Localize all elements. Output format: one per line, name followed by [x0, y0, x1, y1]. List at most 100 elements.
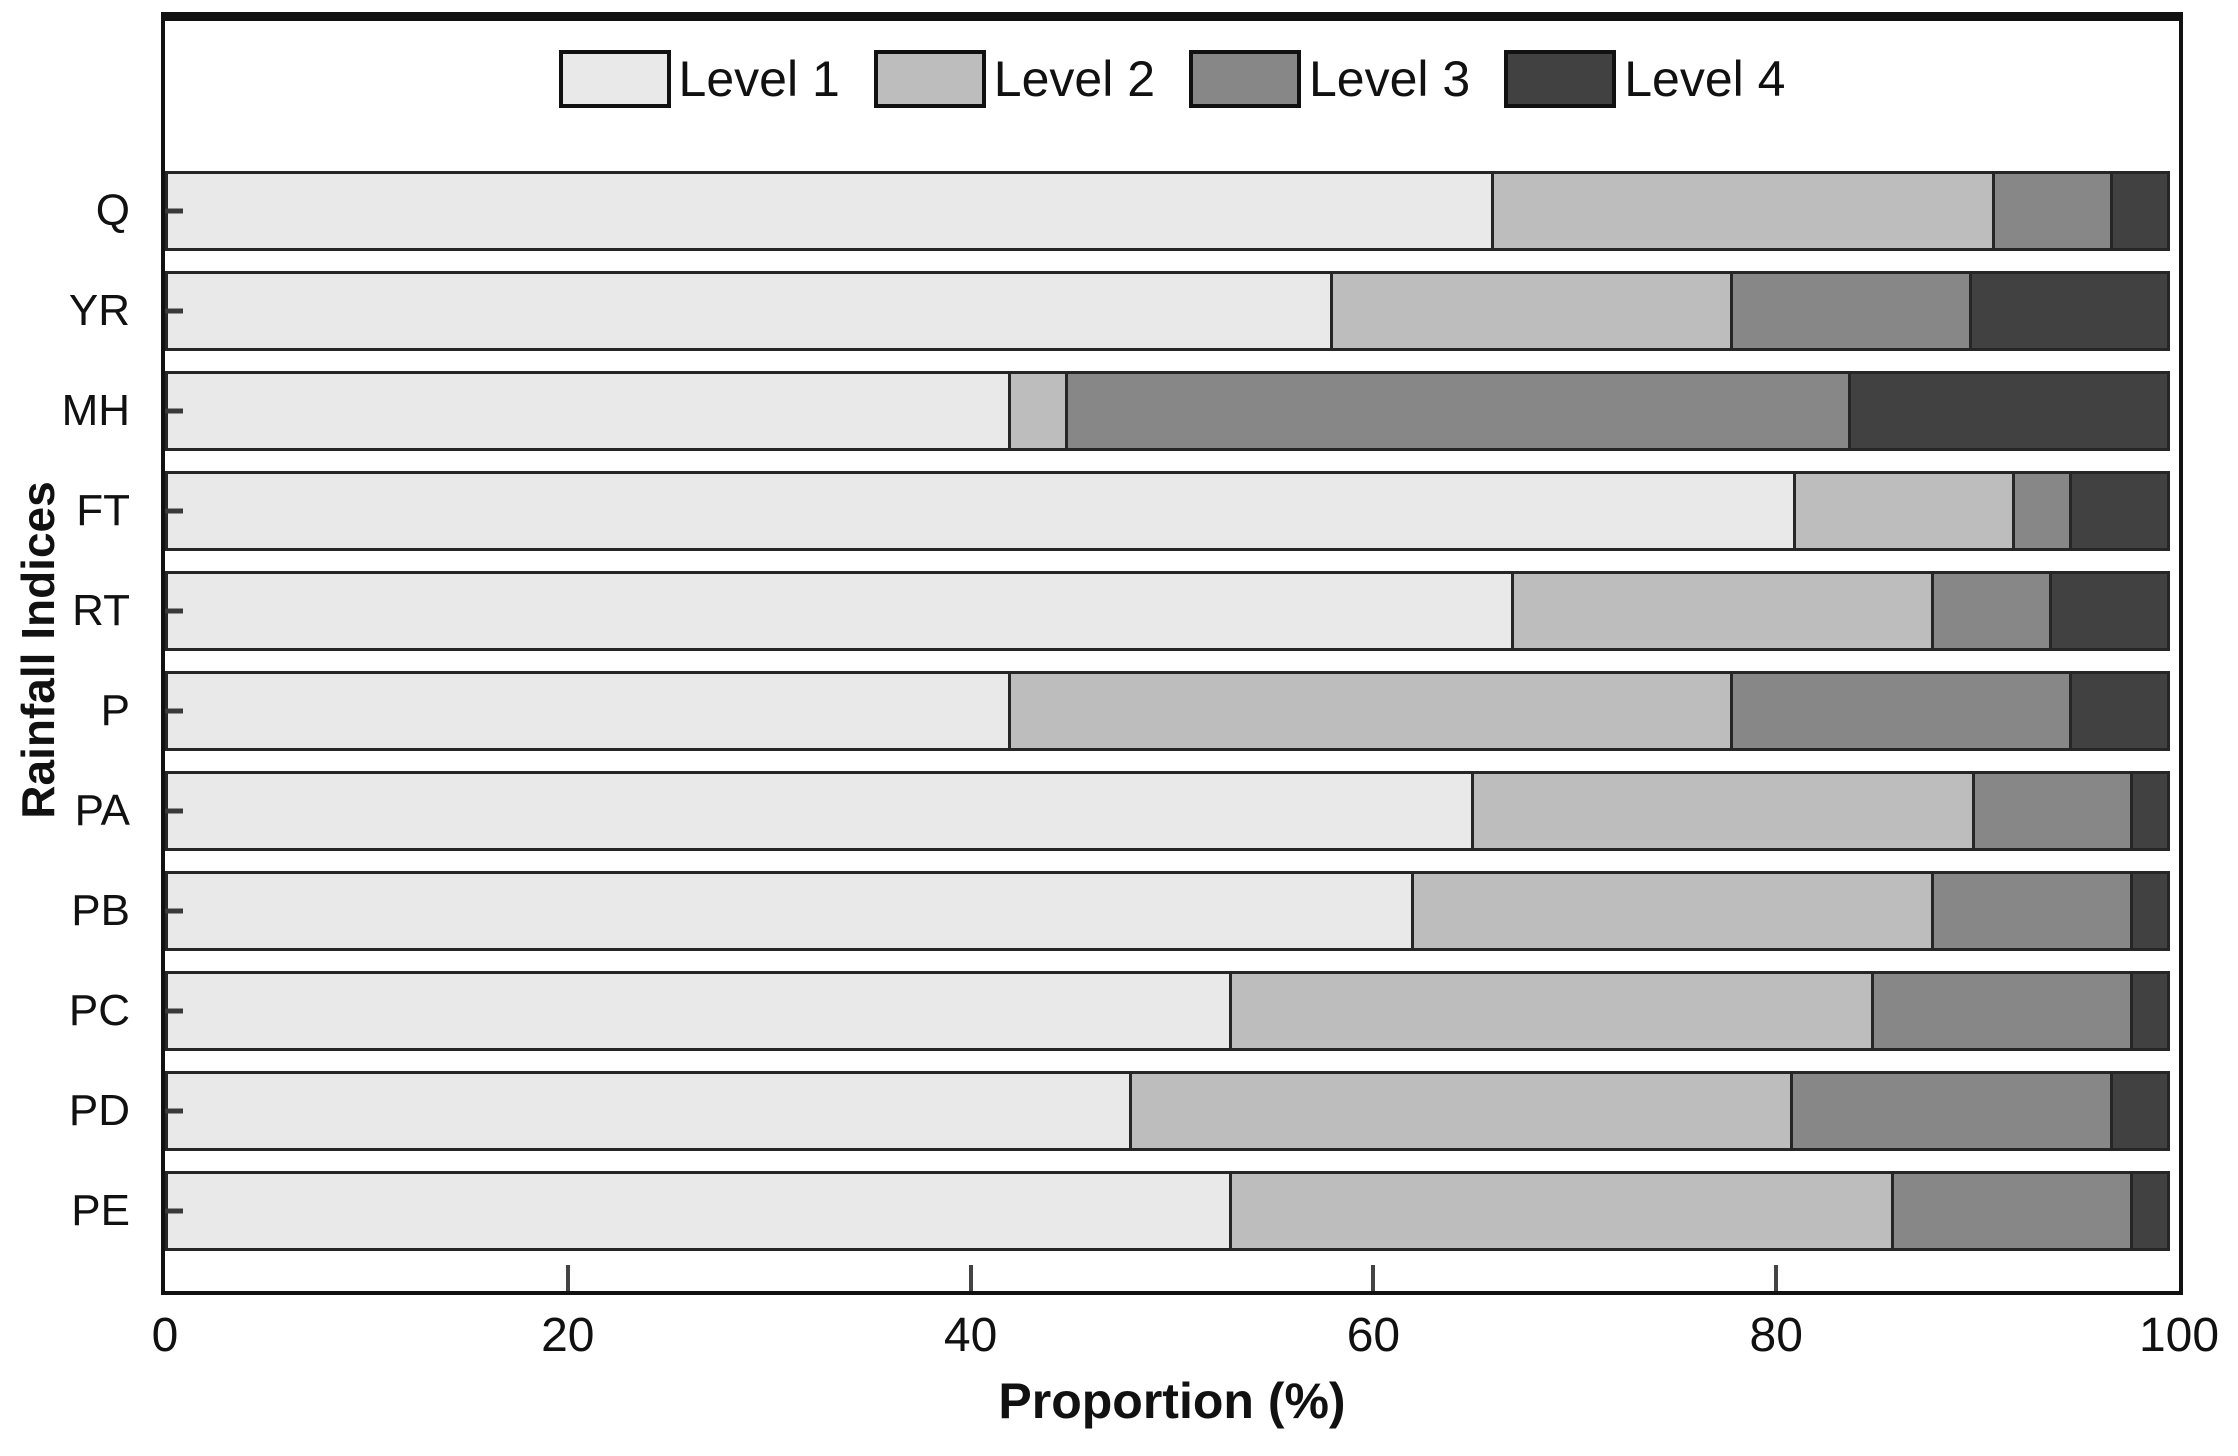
x-tick-mark: [968, 1265, 973, 1291]
bar-segment-pc-level-2: [1229, 971, 1874, 1051]
bar-row-pa: PA: [75, 771, 2179, 851]
legend-item-level-2: Level 2: [873, 50, 1155, 108]
y-tick-mark: [165, 308, 183, 314]
bar-segment-ft-level-2: [1793, 471, 2015, 551]
y-tick-mark: [165, 208, 183, 214]
bar-segment-pd-level-3: [1790, 1071, 2113, 1151]
y-tick-mark: [165, 408, 183, 414]
bar-segment-q-level-3: [1991, 171, 2113, 251]
x-tick-label-100: 100: [2138, 1309, 2220, 1362]
y-tick-label-yr: YR: [68, 286, 130, 335]
bar-segment-yr-level-4: [1968, 271, 2170, 351]
bar-row-pd: PD: [69, 1071, 2179, 1151]
bar-segment-q-level-4: [2109, 171, 2170, 251]
bar-segment-pa-level-2: [1471, 771, 1975, 851]
x-tick-mark: [1371, 1265, 1376, 1291]
bar-segment-rt-level-3: [1931, 571, 2053, 651]
bar-row-ft: FT: [76, 471, 2179, 551]
legend-label: Level 3: [1309, 51, 1471, 107]
bar-segment-ft-level-4: [2069, 471, 2170, 551]
bar-segment-pb-level-2: [1410, 871, 1935, 951]
bar-segment-mh-level-4: [1847, 371, 2170, 451]
y-tick-mark: [165, 808, 183, 814]
bar-row-p: P: [101, 671, 2179, 751]
y-tick-mark: [165, 608, 183, 614]
bar-segment-mh-level-1: [165, 371, 1011, 451]
bar-segment-pa-level-3: [1971, 771, 2133, 851]
bar-row-pc: PC: [69, 971, 2179, 1051]
x-tick-label-20: 20: [541, 1309, 595, 1362]
legend-item-level-3: Level 3: [1189, 50, 1470, 108]
legend-item-level-1: Level 1: [558, 50, 840, 108]
bar-segment-pa-level-1: [165, 771, 1475, 851]
bar-segment-ft-level-3: [2011, 471, 2073, 551]
legend: Level 1 Level 2 Level 3 Level 4: [165, 50, 2179, 108]
legend-label: Level 1: [678, 51, 840, 107]
y-tick-mark: [165, 1208, 183, 1214]
bar-segment-pc-level-1: [165, 971, 1233, 1051]
y-tick-mark: [165, 1008, 183, 1014]
bar-segment-pa-level-4: [2129, 771, 2170, 851]
bar-segment-pe-level-2: [1229, 1171, 1895, 1251]
legend-item-level-4: Level 4: [1504, 50, 1785, 108]
legend-swatch: [1189, 50, 1301, 108]
bar-segment-mh-level-2: [1007, 371, 1069, 451]
bar-segment-pd-level-1: [165, 1071, 1132, 1151]
legend-label: Level 2: [993, 51, 1155, 107]
y-tick-label-pe: PE: [71, 1186, 130, 1235]
y-tick-label-p: P: [100, 686, 130, 735]
bar-segment-mh-level-3: [1065, 371, 1851, 451]
bar-segment-rt-level-1: [165, 571, 1515, 651]
y-axis-title: Rainfall Indices: [12, 481, 64, 819]
bar-segment-p-level-3: [1729, 671, 2073, 751]
y-tick-mark: [165, 908, 183, 914]
y-tick-label-pa: PA: [74, 786, 130, 835]
bar-segment-pe-level-1: [165, 1171, 1233, 1251]
x-tick-mark: [565, 1265, 570, 1291]
x-tick-label-0: 0: [151, 1309, 179, 1362]
y-tick-label-ft: FT: [76, 486, 130, 535]
x-tick-labels: 0 20 40 60 80 100: [152, 1309, 2219, 1372]
x-tick-mark: [1774, 1265, 1779, 1291]
bar-row-rt: RT: [72, 571, 2179, 651]
y-tick-label-q: Q: [95, 186, 130, 235]
bar-segment-yr-level-1: [165, 271, 1334, 351]
bar-segment-p-level-1: [165, 671, 1011, 751]
bar-segment-yr-level-3: [1729, 271, 1972, 351]
plot-area: Q YR MH FT RT P PA PB PC PD PE: [62, 12, 2183, 1295]
bar-segment-p-level-2: [1007, 671, 1733, 751]
bar-segment-pb-level-1: [165, 871, 1414, 951]
bars-container: Q YR MH FT RT P PA PB PC PD PE: [62, 171, 2179, 1271]
x-tick-label-80: 80: [1749, 1309, 1803, 1362]
y-tick-label-pb: PB: [71, 886, 130, 935]
bar-row-mh: MH: [62, 371, 2179, 451]
y-tick-mark: [165, 508, 183, 514]
bar-row-pb: PB: [71, 871, 2179, 951]
bar-segment-ft-level-1: [165, 471, 1797, 551]
y-tick-label-pc: PC: [68, 986, 130, 1035]
bar-segment-yr-level-2: [1330, 271, 1733, 351]
bar-segment-p-level-4: [2069, 671, 2170, 751]
bar-segment-pb-level-4: [2129, 871, 2170, 951]
x-axis-title: Proportion (%): [998, 1373, 1346, 1429]
bar-segment-pe-level-3: [1891, 1171, 2133, 1251]
bar-row-pe: PE: [71, 1171, 2179, 1251]
bar-segment-pc-level-4: [2129, 971, 2170, 1051]
x-tick-label-60: 60: [1346, 1309, 1401, 1362]
bar-segment-q-level-2: [1491, 171, 1995, 251]
bar-segment-pe-level-4: [2129, 1171, 2170, 1251]
y-tick-label-pd: PD: [68, 1086, 130, 1135]
legend-swatch: [558, 50, 671, 108]
bar-segment-rt-level-4: [2049, 571, 2170, 651]
y-tick-label-rt: RT: [72, 586, 130, 635]
legend-swatch: [1504, 50, 1617, 108]
bar-segment-pd-level-2: [1128, 1071, 1794, 1151]
bar-segment-pc-level-3: [1870, 971, 2133, 1051]
legend-label: Level 4: [1624, 51, 1786, 107]
x-tick-label-40: 40: [943, 1309, 998, 1362]
bar-row-q: Q: [96, 171, 2179, 251]
y-tick-label-mh: MH: [61, 386, 130, 435]
y-tick-mark: [165, 708, 183, 714]
legend-swatch: [873, 50, 986, 108]
bar-segment-pb-level-3: [1931, 871, 2133, 951]
